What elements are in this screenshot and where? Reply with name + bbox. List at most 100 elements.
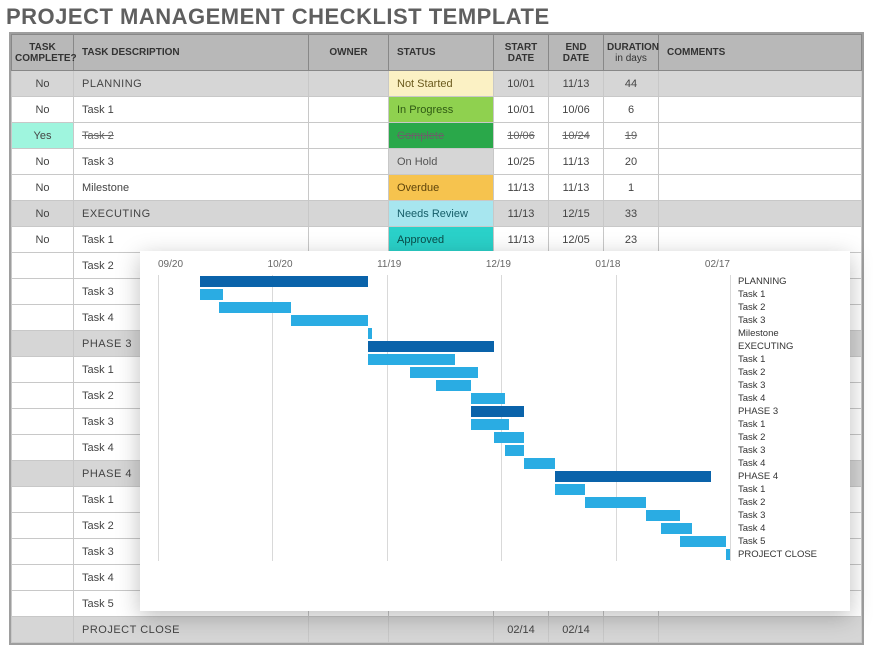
cell-end[interactable]: 11/13 xyxy=(549,149,604,175)
cell-complete[interactable] xyxy=(12,331,74,357)
gantt-bar-task xyxy=(585,497,646,508)
cell-complete[interactable] xyxy=(12,513,74,539)
cell-owner[interactable] xyxy=(309,175,389,201)
cell-end[interactable]: 12/05 xyxy=(549,227,604,253)
table-row-phase[interactable]: PROJECT CLOSE 02/1402/14 xyxy=(12,617,862,643)
cell-complete[interactable] xyxy=(12,617,74,643)
gantt-bar-task xyxy=(436,380,470,391)
cell-status[interactable]: Overdue xyxy=(389,175,494,201)
cell-complete[interactable] xyxy=(12,279,74,305)
gantt-legend-item: Task 2 xyxy=(738,366,842,379)
cell-dur[interactable]: 20 xyxy=(604,149,659,175)
cell-end[interactable]: 12/15 xyxy=(549,201,604,227)
cell-comments[interactable] xyxy=(659,71,862,97)
table-row[interactable]: NoTask 1 In Progress10/0110/066 xyxy=(12,97,862,123)
cell-owner[interactable] xyxy=(309,71,389,97)
cell-start[interactable]: 10/06 xyxy=(494,123,549,149)
cell-owner[interactable] xyxy=(309,97,389,123)
cell-start[interactable]: 02/14 xyxy=(494,617,549,643)
cell-dur[interactable]: 23 xyxy=(604,227,659,253)
cell-owner[interactable] xyxy=(309,617,389,643)
col-header-complete: TASK COMPLETE? xyxy=(12,35,74,71)
cell-complete[interactable] xyxy=(12,487,74,513)
cell-complete[interactable]: No xyxy=(12,201,74,227)
cell-complete[interactable]: No xyxy=(12,227,74,253)
gantt-bar-task xyxy=(726,549,730,560)
cell-dur[interactable]: 19 xyxy=(604,123,659,149)
cell-comments[interactable] xyxy=(659,97,862,123)
cell-dur[interactable]: 6 xyxy=(604,97,659,123)
cell-status[interactable]: In Progress xyxy=(389,97,494,123)
gantt-row xyxy=(158,444,730,457)
cell-status[interactable]: Not Started xyxy=(389,71,494,97)
cell-description[interactable]: Task 3 xyxy=(74,149,309,175)
cell-description[interactable]: Task 1 xyxy=(74,227,309,253)
cell-description[interactable]: EXECUTING xyxy=(74,201,309,227)
table-row[interactable]: NoTask 3 On Hold10/2511/1320 xyxy=(12,149,862,175)
gantt-row xyxy=(158,366,730,379)
cell-status[interactable]: Approved xyxy=(389,227,494,253)
cell-status[interactable]: On Hold xyxy=(389,149,494,175)
cell-description[interactable]: PROJECT CLOSE xyxy=(74,617,309,643)
cell-description[interactable]: PLANNING xyxy=(74,71,309,97)
cell-start[interactable]: 11/13 xyxy=(494,175,549,201)
cell-end[interactable]: 10/24 xyxy=(549,123,604,149)
table-row[interactable]: NoMilestoneOverdue11/1311/131 xyxy=(12,175,862,201)
cell-complete[interactable] xyxy=(12,305,74,331)
table-row-phase[interactable]: NoEXECUTING Needs Review11/1312/1533 xyxy=(12,201,862,227)
cell-complete[interactable] xyxy=(12,591,74,617)
cell-complete[interactable] xyxy=(12,253,74,279)
cell-comments[interactable] xyxy=(659,201,862,227)
gantt-legend-item: Task 1 xyxy=(738,353,842,366)
cell-dur[interactable] xyxy=(604,617,659,643)
cell-description[interactable]: Milestone xyxy=(74,175,309,201)
cell-start[interactable]: 10/01 xyxy=(494,71,549,97)
cell-description[interactable]: Task 1 xyxy=(74,97,309,123)
cell-complete[interactable] xyxy=(12,383,74,409)
cell-dur[interactable]: 44 xyxy=(604,71,659,97)
gantt-row xyxy=(158,314,730,327)
cell-status[interactable]: Needs Review xyxy=(389,201,494,227)
cell-complete[interactable]: No xyxy=(12,149,74,175)
cell-comments[interactable] xyxy=(659,617,862,643)
cell-comments[interactable] xyxy=(659,149,862,175)
cell-complete[interactable] xyxy=(12,435,74,461)
cell-dur[interactable]: 33 xyxy=(604,201,659,227)
gantt-row xyxy=(158,522,730,535)
table-row[interactable]: YesTask 2 Complete10/0610/2419 xyxy=(12,123,862,149)
cell-owner[interactable] xyxy=(309,149,389,175)
gantt-axis-label: 10/20 xyxy=(268,259,293,270)
cell-status[interactable]: Complete xyxy=(389,123,494,149)
cell-end[interactable]: 02/14 xyxy=(549,617,604,643)
cell-complete[interactable]: Yes xyxy=(12,123,74,149)
table-row[interactable]: NoTask 1 Approved11/1312/0523 xyxy=(12,227,862,253)
cell-description[interactable]: Task 2 xyxy=(74,123,309,149)
gantt-row xyxy=(158,288,730,301)
cell-complete[interactable]: No xyxy=(12,175,74,201)
cell-complete[interactable]: No xyxy=(12,71,74,97)
cell-complete[interactable] xyxy=(12,409,74,435)
cell-complete[interactable] xyxy=(12,539,74,565)
cell-start[interactable]: 11/13 xyxy=(494,201,549,227)
cell-owner[interactable] xyxy=(309,123,389,149)
cell-start[interactable]: 11/13 xyxy=(494,227,549,253)
cell-owner[interactable] xyxy=(309,201,389,227)
table-row-phase[interactable]: NoPLANNING Not Started10/0111/1344 xyxy=(12,71,862,97)
cell-status[interactable] xyxy=(389,617,494,643)
cell-end[interactable]: 11/13 xyxy=(549,71,604,97)
cell-start[interactable]: 10/01 xyxy=(494,97,549,123)
cell-complete[interactable]: No xyxy=(12,97,74,123)
cell-start[interactable]: 10/25 xyxy=(494,149,549,175)
cell-complete[interactable] xyxy=(12,461,74,487)
cell-end[interactable]: 11/13 xyxy=(549,175,604,201)
cell-comments[interactable] xyxy=(659,227,862,253)
cell-complete[interactable] xyxy=(12,357,74,383)
gantt-legend-item: Task 3 xyxy=(738,314,842,327)
gantt-row xyxy=(158,509,730,522)
cell-complete[interactable] xyxy=(12,565,74,591)
cell-comments[interactable] xyxy=(659,175,862,201)
cell-end[interactable]: 10/06 xyxy=(549,97,604,123)
cell-owner[interactable] xyxy=(309,227,389,253)
cell-dur[interactable]: 1 xyxy=(604,175,659,201)
cell-comments[interactable] xyxy=(659,123,862,149)
